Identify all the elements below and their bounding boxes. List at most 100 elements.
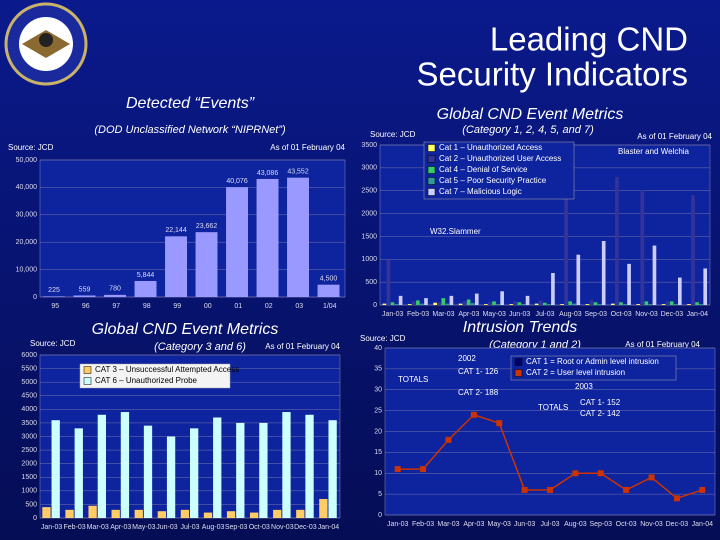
bar xyxy=(424,298,428,305)
bar xyxy=(398,295,403,305)
data-label: 22,144 xyxy=(165,227,187,234)
bar xyxy=(43,296,66,297)
bar xyxy=(104,294,127,297)
bar xyxy=(644,301,649,305)
y-tick-label: 15 xyxy=(374,449,382,456)
legend-label: Cat 7 – Malicious Logic xyxy=(439,187,522,196)
x-tick-label: Jul-03 xyxy=(540,521,559,528)
bar xyxy=(317,284,340,297)
y-tick-label: 0 xyxy=(373,302,377,309)
bar xyxy=(437,302,442,305)
bar xyxy=(488,302,492,305)
y-tick-label: 5500 xyxy=(21,365,37,372)
x-tick-label: Jun-03 xyxy=(156,524,178,531)
bar xyxy=(665,301,670,305)
x-tick-label: Mar-03 xyxy=(87,524,109,531)
bar xyxy=(597,304,602,305)
source-note: Source: JCD xyxy=(370,130,416,139)
y-tick-label: 40 xyxy=(374,345,382,352)
y-tick-label: 10,000 xyxy=(16,266,38,273)
x-tick-label: May-03 xyxy=(483,311,506,318)
data-label: 5,844 xyxy=(137,272,155,279)
bar xyxy=(226,187,249,297)
legend-swatch xyxy=(427,177,436,185)
bar xyxy=(669,301,674,305)
bar xyxy=(699,304,703,305)
x-tick-label: Feb-03 xyxy=(407,311,429,318)
annotation: Blaster and Welchia xyxy=(618,147,690,156)
bar xyxy=(236,422,245,518)
bar xyxy=(250,512,259,518)
bar xyxy=(165,236,188,297)
x-tick-label: 02 xyxy=(265,303,273,310)
bar xyxy=(589,300,594,305)
bar xyxy=(296,509,305,518)
bar xyxy=(111,509,120,518)
bar xyxy=(273,509,282,518)
bar xyxy=(509,304,514,305)
bar xyxy=(411,301,416,305)
point xyxy=(521,486,528,493)
bar xyxy=(636,304,641,305)
x-tick-label: Mar-03 xyxy=(432,311,454,318)
bar xyxy=(484,304,488,305)
bar xyxy=(703,268,708,305)
legend-swatch xyxy=(83,366,92,374)
bar xyxy=(120,412,130,518)
x-tick-label: Mar-03 xyxy=(437,521,459,528)
x-tick-label: Jan-04 xyxy=(692,521,714,528)
legend-label: CAT 2 = User level intrusion xyxy=(526,368,625,377)
bar xyxy=(416,300,420,305)
bar xyxy=(466,299,471,305)
y-tick-label: 2500 xyxy=(361,188,377,195)
y-tick-label: 10 xyxy=(374,470,382,477)
y-tick-label: 3000 xyxy=(361,165,377,172)
y-tick-label: 2500 xyxy=(21,447,37,454)
x-tick-label: Dec-03 xyxy=(661,311,684,318)
source-note: Source: JCD xyxy=(30,339,76,348)
data-label: 559 xyxy=(79,286,91,293)
x-tick-label: Oct-03 xyxy=(611,311,632,318)
legend-label: Cat 2 – Unauthorized User Access xyxy=(439,154,561,163)
y-tick-label: 5000 xyxy=(21,379,37,386)
legend-swatch xyxy=(427,188,436,196)
bar xyxy=(496,304,500,305)
annotation: CAT 2- 188 xyxy=(458,388,499,397)
legend-box xyxy=(510,355,677,381)
y-tick-label: 5 xyxy=(378,491,382,498)
x-tick-label: Jan-03 xyxy=(387,521,409,528)
bar xyxy=(661,304,666,305)
as-of-note: As of 01 February 04 xyxy=(625,340,700,349)
annotation: 2003 xyxy=(575,382,593,391)
bar xyxy=(190,428,199,518)
x-tick-label: Feb-03 xyxy=(412,521,434,528)
as-of-note: As of 01 February 04 xyxy=(270,143,345,152)
as-of-note: As of 01 February 04 xyxy=(637,132,712,141)
point xyxy=(648,474,655,481)
x-tick-label: Aug-03 xyxy=(564,521,587,528)
bar xyxy=(593,302,598,305)
x-tick-label: 01 xyxy=(234,303,242,310)
bar xyxy=(560,304,564,305)
source-note: Source: JCD xyxy=(360,334,406,343)
y-tick-label: 500 xyxy=(25,501,37,508)
bar xyxy=(319,498,328,518)
y-tick-label: 500 xyxy=(365,279,377,286)
x-tick-label: 96 xyxy=(82,303,90,310)
bar xyxy=(470,303,475,305)
bar xyxy=(601,241,606,305)
bar xyxy=(259,422,268,518)
x-tick-label: 98 xyxy=(143,303,151,310)
y-tick-label: 20,000 xyxy=(16,239,38,246)
bar xyxy=(73,295,96,297)
bar xyxy=(695,302,699,305)
bar xyxy=(287,177,310,297)
y-tick-label: 30,000 xyxy=(16,212,38,219)
x-tick-label: Sep-03 xyxy=(584,311,607,318)
y-tick-label: 3000 xyxy=(21,433,37,440)
bar xyxy=(547,304,551,305)
legend-swatch xyxy=(427,144,436,152)
y-tick-label: 30 xyxy=(374,387,382,394)
point xyxy=(445,436,452,443)
logo xyxy=(4,2,88,86)
